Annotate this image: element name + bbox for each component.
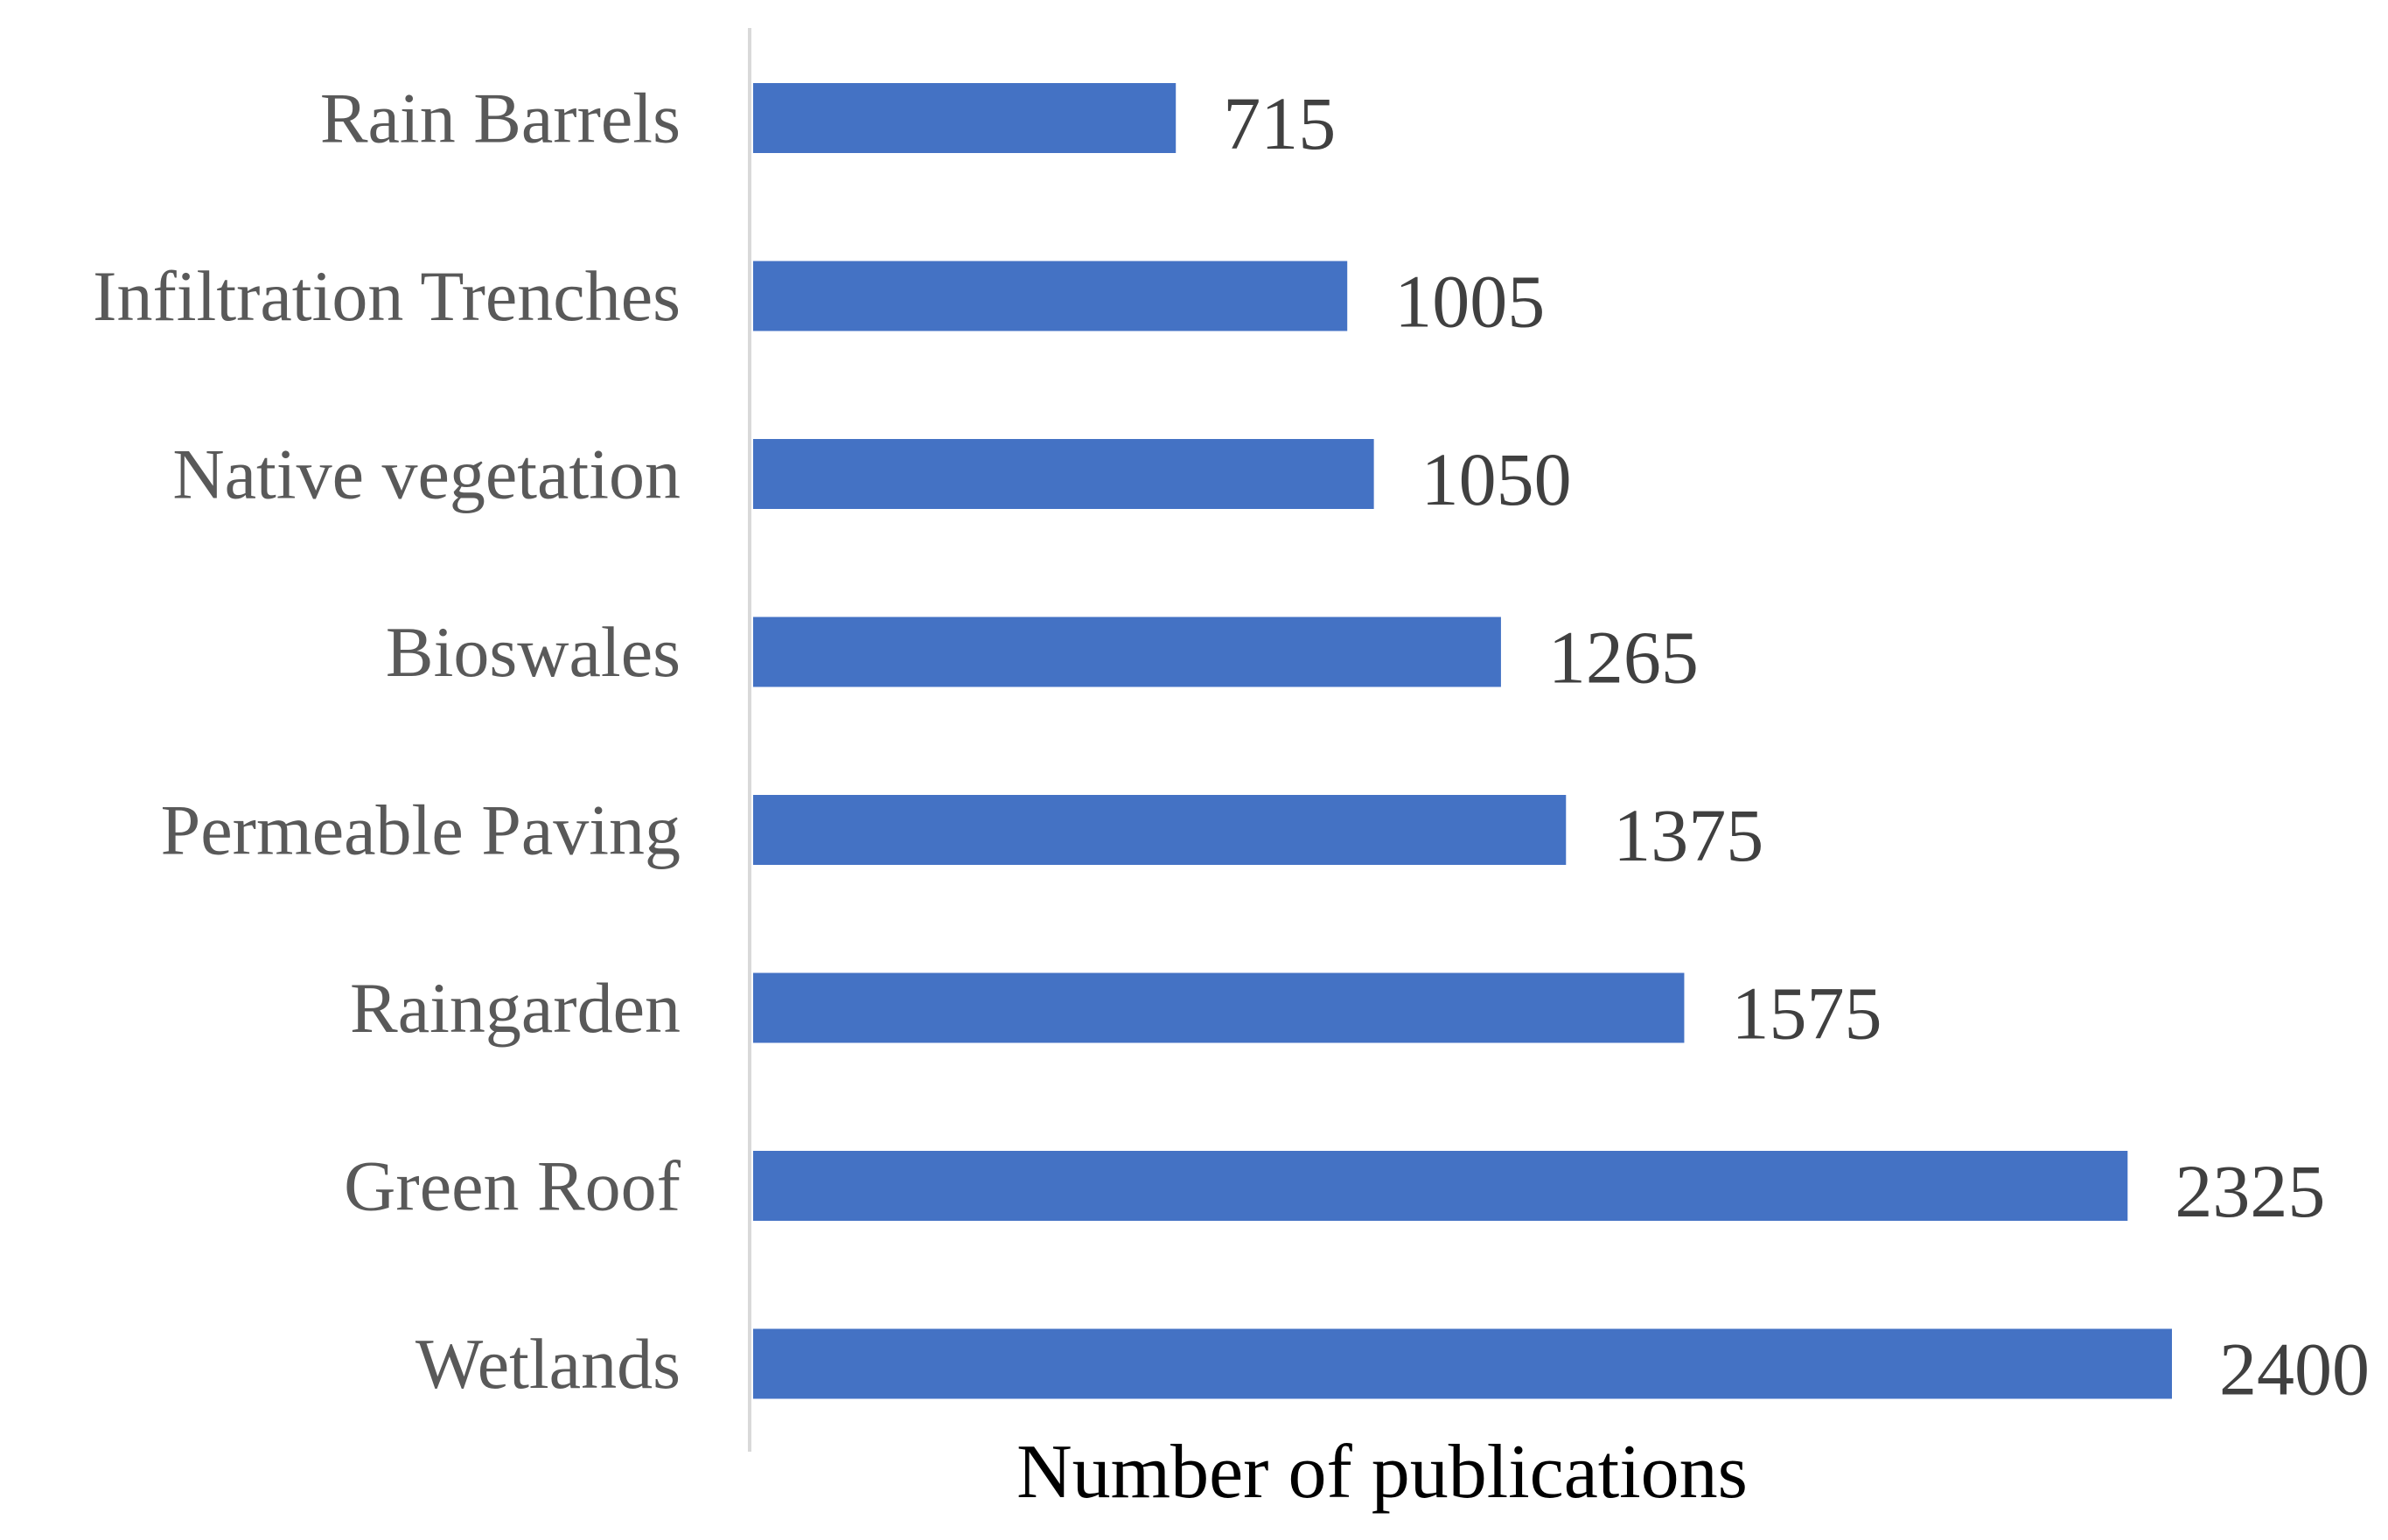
category-label: Bioswales: [386, 612, 681, 692]
bar-wetlands: [753, 1328, 2172, 1399]
value-labels-group: 715 1005 1050 1265 1375 1575 2325 2400: [1223, 81, 2370, 1411]
bar-rain-barrels: [753, 83, 1177, 153]
data-label: 1375: [1613, 793, 1763, 877]
category-label: Rain Barrels: [320, 79, 681, 158]
category-label: Infiltration Trenches: [93, 256, 681, 336]
bar-raingarden: [753, 972, 1685, 1043]
category-label: Green Roof: [344, 1146, 681, 1226]
data-label: 1005: [1394, 260, 1545, 344]
category-label: Permeable Paving: [161, 791, 681, 870]
data-label: 1050: [1421, 437, 1572, 521]
data-label: 1575: [1731, 972, 1882, 1056]
data-label: 2325: [2175, 1149, 2325, 1233]
bar-bioswales: [753, 617, 1501, 687]
bar-infiltration-trenches: [753, 261, 1348, 331]
category-labels-group: Rain Barrels Infiltration Trenches Native …: [93, 79, 681, 1404]
data-label: 715: [1223, 81, 1336, 165]
bar-native-vegetation: [753, 439, 1374, 509]
x-axis-title: Number of publications: [1016, 1430, 1748, 1515]
category-label: Raingarden: [350, 968, 681, 1048]
data-label: 1265: [1548, 616, 1699, 700]
category-label: Native vegetation: [172, 435, 681, 514]
bars-group: [753, 83, 2172, 1399]
bar-permeable-paving: [753, 795, 1567, 865]
category-label: Wetlands: [415, 1324, 681, 1404]
bar-green-roof: [753, 1151, 2128, 1221]
data-label: 2400: [2219, 1327, 2370, 1411]
